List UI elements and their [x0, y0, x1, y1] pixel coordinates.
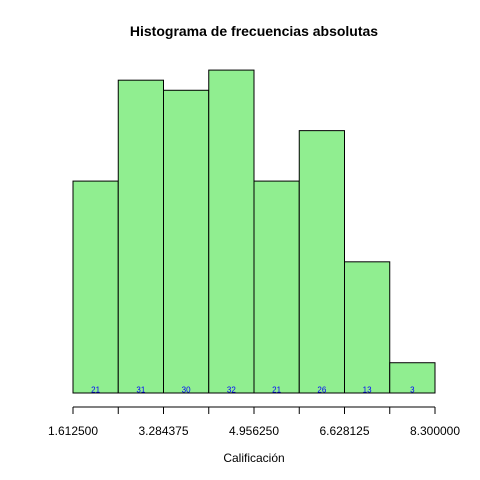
histogram-bar [344, 261, 391, 394]
bar-count-label: 21 [272, 386, 281, 395]
histogram-bar [208, 69, 255, 394]
x-tick-label: 8.300000 [410, 424, 460, 438]
bar-count-label: 3 [410, 386, 415, 395]
histogram-bar [298, 130, 346, 394]
x-axis: 1.612500 3.284375 4.956250 6.628125 8.300000 [48, 406, 460, 438]
histogram-bar [163, 89, 210, 394]
histogram-bar [253, 180, 300, 394]
x-tick-label: 1.612500 [48, 424, 98, 438]
x-tick-label: 3.284375 [138, 424, 188, 438]
bar-count-label: 31 [136, 386, 145, 395]
bar-count-label: 30 [182, 386, 191, 395]
bar-count-label: 26 [317, 386, 326, 395]
bars-group [72, 69, 436, 394]
chart-title: Histograma de frecuencias absolutas [130, 23, 378, 39]
histogram-bar [117, 79, 165, 394]
histogram-bar [389, 362, 436, 394]
bar-count-label: 32 [227, 386, 236, 395]
bar-count-label: 21 [91, 386, 100, 395]
bar-count-label: 13 [363, 386, 372, 395]
x-tick-label: 6.628125 [319, 424, 369, 438]
count-labels-group: 21 31 30 32 21 26 13 3 [91, 386, 415, 395]
x-axis-label: Calificación [223, 451, 284, 465]
histogram-bar [72, 180, 119, 394]
x-tick-label: 4.956250 [229, 424, 279, 438]
